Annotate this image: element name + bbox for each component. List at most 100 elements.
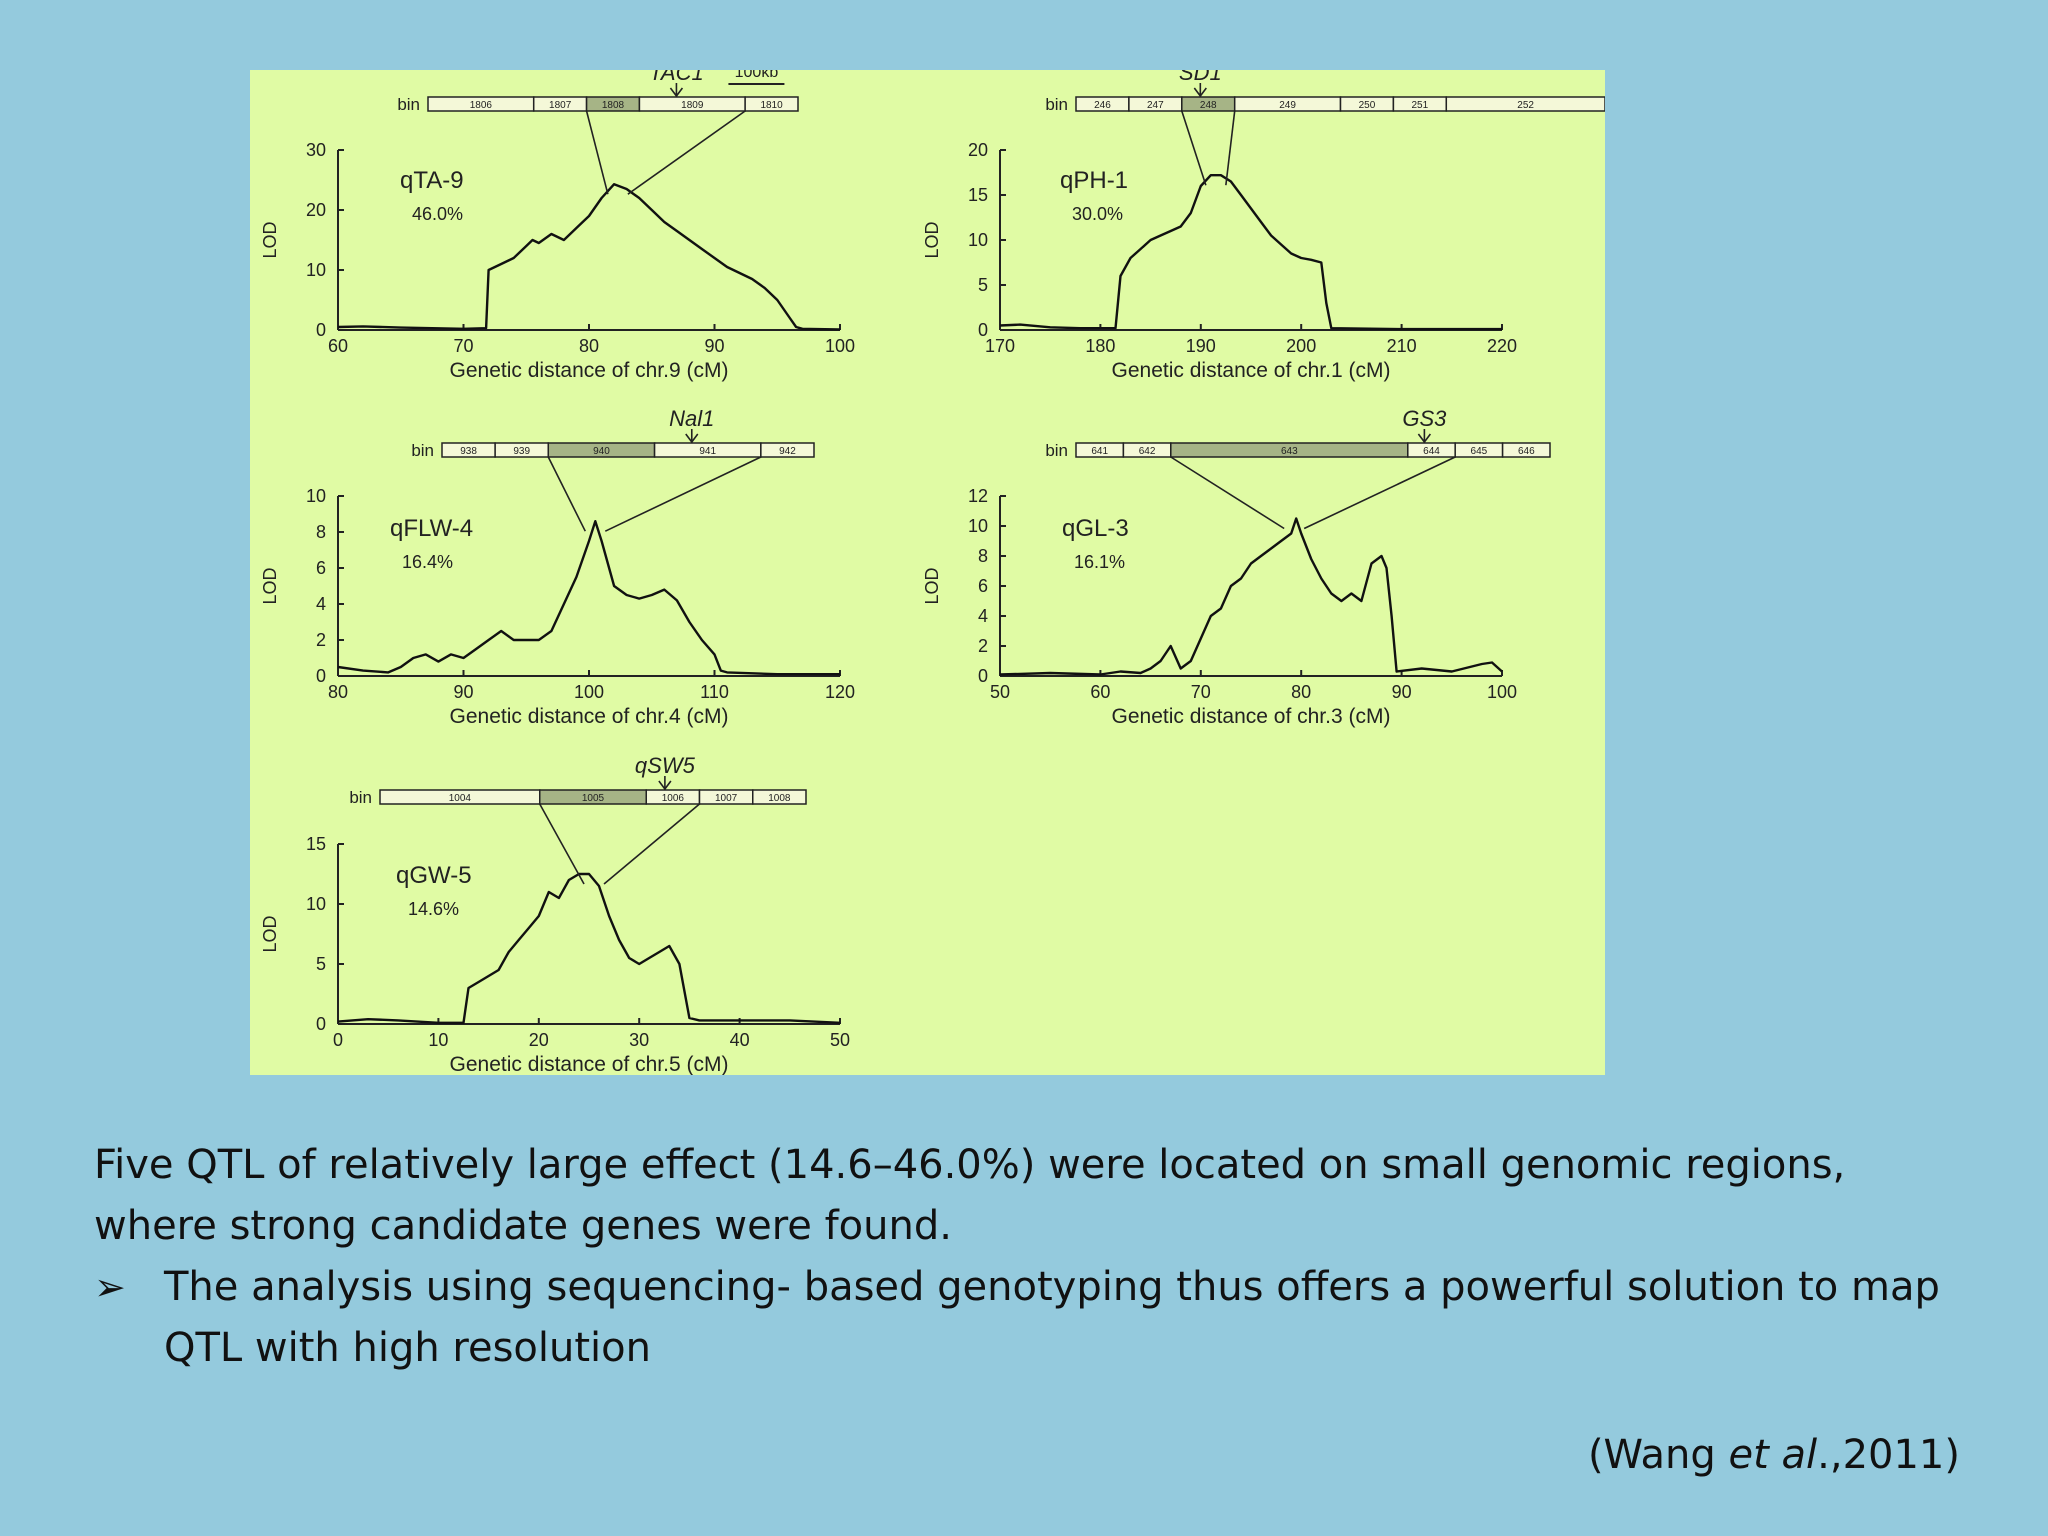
gene-arrow-icon — [1417, 433, 1432, 444]
citation-etal: et al — [1728, 1432, 1818, 1478]
bin-cell-label: 646 — [1518, 446, 1535, 457]
qtl-label: qFLW-4 — [390, 515, 473, 542]
qtl-pve: 16.1% — [1074, 552, 1125, 572]
chart-panel-qph-1: 170 180 190 200 210 220 0 5 10 15 20 Genetic distan… — [922, 70, 1605, 382]
bin-cell-label: 1806 — [470, 100, 493, 111]
y-tick-label: 30 — [306, 140, 326, 160]
lod-curve — [337, 520, 840, 676]
bin-cell-label: 1808 — [602, 100, 625, 111]
bin-label: bin — [411, 441, 434, 460]
qtl-label: qPH-1 — [1060, 167, 1128, 194]
qtl-label: qGW-5 — [396, 862, 472, 889]
chart-panel-qflw-4: 80 90 100 110 120 0 2 4 6 8 10 Genetic distance of … — [260, 406, 855, 728]
y-tick-label: 5 — [316, 954, 326, 974]
chart-panel-qgw-5: 0 10 20 30 40 50 0 5 10 15 Genetic distance of chr… — [260, 753, 850, 1075]
y-tick-label: 2 — [316, 630, 326, 650]
bullet-arrow-icon: ➢ — [94, 1265, 126, 1309]
caption-bullet: ➢ The analysis using sequencing- based g… — [94, 1257, 1974, 1379]
bin-cell — [760, 442, 815, 458]
x-tick-label: 10 — [428, 1030, 448, 1050]
bin-cell-label: 1004 — [449, 793, 472, 804]
y-axis-label: LOD — [922, 567, 942, 604]
x-tick-label: 20 — [529, 1030, 549, 1050]
y-tick-label: 0 — [316, 1014, 326, 1034]
gene-name: TAC1 — [649, 70, 704, 85]
y-tick-label: 6 — [316, 558, 326, 578]
x-tick-label: 90 — [453, 682, 473, 702]
y-tick-label: 10 — [968, 516, 988, 536]
caption: Five QTL of relatively large effect (14.… — [94, 1135, 1974, 1379]
lod-curve — [337, 872, 841, 1024]
gene-arrow-icon — [685, 433, 699, 444]
qtl-pve: 14.6% — [408, 899, 459, 919]
connector-right — [627, 110, 746, 195]
x-axis-label: Genetic distance of chr.1 (cM) — [1112, 359, 1391, 382]
bin-cell-label: 641 — [1091, 446, 1108, 457]
y-tick-label: 5 — [978, 275, 988, 295]
x-tick-label: 100 — [825, 336, 855, 356]
bin-label: bin — [1045, 95, 1068, 114]
bin-cell-label: 939 — [513, 446, 530, 457]
x-tick-label: 180 — [1085, 336, 1115, 356]
bin-cell-label: 942 — [779, 446, 796, 457]
y-tick-label: 10 — [968, 230, 988, 250]
y-tick-label: 2 — [978, 636, 988, 656]
bin-cell-label: 247 — [1147, 100, 1164, 111]
x-tick-label: 80 — [328, 682, 348, 702]
x-tick-label: 90 — [704, 336, 724, 356]
x-tick-label: 0 — [333, 1030, 343, 1050]
y-tick-label: 0 — [978, 320, 988, 340]
y-tick-label: 12 — [968, 486, 988, 506]
bin-cell-label: 1810 — [760, 100, 783, 111]
x-tick-label: 210 — [1387, 336, 1417, 356]
qtl-label: qGL-3 — [1062, 515, 1129, 542]
bin-cell-label: 250 — [1359, 100, 1376, 111]
bin-cell-label: 1809 — [681, 100, 704, 111]
bin-label: bin — [397, 95, 420, 114]
bin-cell — [752, 789, 807, 805]
x-tick-label: 80 — [1291, 682, 1311, 702]
y-tick-label: 4 — [978, 606, 988, 626]
x-tick-label: 120 — [825, 682, 855, 702]
bin-cell-label: 644 — [1423, 446, 1440, 457]
bin-cell — [1501, 442, 1551, 458]
y-tick-label: 10 — [306, 486, 326, 506]
bin-label: bin — [1045, 441, 1068, 460]
connector-left — [585, 110, 609, 195]
bin-cell-label: 941 — [699, 446, 716, 457]
y-tick-label: 0 — [978, 666, 988, 686]
bullet-text: The analysis using sequencing- based gen… — [164, 1264, 1940, 1371]
connector-right — [603, 803, 701, 885]
x-tick-label: 80 — [579, 336, 599, 356]
y-tick-label: 10 — [306, 260, 326, 280]
bin-label: bin — [349, 788, 372, 807]
x-tick-label: 70 — [1191, 682, 1211, 702]
y-tick-label: 10 — [306, 894, 326, 914]
bin-cell-label: 940 — [593, 446, 610, 457]
y-axis-label: LOD — [260, 221, 280, 258]
connector-left — [547, 456, 586, 532]
bin-cell-label: 248 — [1200, 100, 1217, 111]
x-tick-label: 40 — [730, 1030, 750, 1050]
connector-right — [1225, 110, 1236, 186]
y-tick-label: 20 — [968, 140, 988, 160]
connector-left — [539, 803, 585, 885]
caption-paragraph: Five QTL of relatively large effect (14.… — [94, 1142, 1846, 1249]
x-tick-label: 200 — [1286, 336, 1316, 356]
chart-panel-qgl-3: 50 60 70 80 90 100 0 2 4 6 8 10 12 Genetic distance o… — [922, 406, 1551, 728]
x-tick-label: 90 — [1392, 682, 1412, 702]
bin-cell-label: 246 — [1094, 100, 1111, 111]
connector-left — [1181, 110, 1207, 186]
y-tick-label: 0 — [316, 666, 326, 686]
bin-cell-label: 1008 — [768, 793, 791, 804]
x-axis-label: Genetic distance of chr.3 (cM) — [1112, 705, 1391, 728]
lod-curve — [999, 174, 1502, 331]
bin-cell-label: 642 — [1139, 446, 1156, 457]
x-tick-label: 50 — [990, 682, 1010, 702]
qtl-pve: 16.4% — [402, 552, 453, 572]
x-tick-label: 110 — [700, 682, 729, 702]
connector-right — [604, 456, 762, 532]
bin-cell-label: 1006 — [662, 793, 685, 804]
bin-cell-label: 1807 — [549, 100, 572, 111]
